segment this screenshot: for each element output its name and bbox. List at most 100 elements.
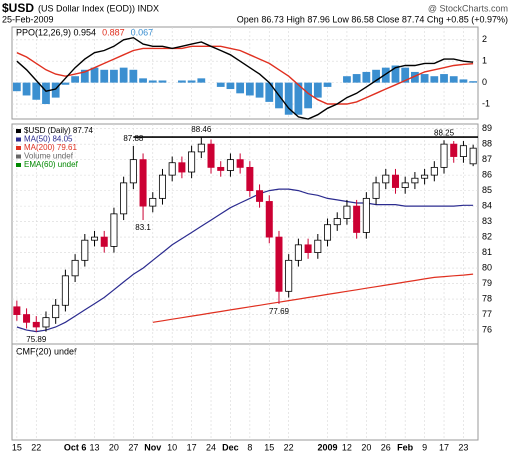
ppo-histogram-bar <box>440 74 448 83</box>
candle-body <box>362 197 370 233</box>
y-tick-label: 2 <box>482 34 487 44</box>
y-tick-label: 85 <box>482 185 492 195</box>
ppo-histogram-bar <box>197 78 206 83</box>
ppo-histogram-bar <box>32 82 41 100</box>
candle-body <box>430 166 438 176</box>
ppo-histogram-bar <box>12 82 21 92</box>
candle-body <box>304 244 312 253</box>
candle-body <box>236 159 244 168</box>
ppo-histogram-bar <box>119 67 128 83</box>
ppo-legend: 0.887 <box>102 27 125 37</box>
ppo-histogram-bar <box>352 74 361 83</box>
candle-body <box>324 224 332 241</box>
ppo-histogram-bar <box>362 71 371 83</box>
candle-body <box>275 236 283 292</box>
ppo-legend: PPO(12,26,9) 0.954 <box>16 27 96 37</box>
y-tick-label: 87 <box>482 154 492 164</box>
y-tick-label: 77 <box>482 309 492 319</box>
ppo-histogram-bar <box>284 82 293 115</box>
legend-label: $USD (Daily) 87.74 <box>24 126 93 135</box>
y-tick-label: 89 <box>482 123 492 133</box>
candle-body <box>314 239 322 253</box>
y-tick-label: 84 <box>482 200 492 210</box>
x-tick-label: 9 <box>422 442 427 452</box>
y-tick-label: -1 <box>482 98 490 108</box>
x-tick-label: 15 <box>12 442 22 452</box>
candle-body <box>100 236 108 247</box>
low-label: 77.69 <box>269 307 290 316</box>
candle-body <box>13 306 21 315</box>
ppo-histogram-bar <box>187 80 196 83</box>
high-label: 88.25 <box>434 128 455 137</box>
y-tick-label: 81 <box>482 247 492 257</box>
candle-body <box>440 143 448 168</box>
source: @ StockCharts.com <box>428 3 508 13</box>
ppo-histogram-bar <box>90 67 99 83</box>
candle-body <box>197 143 205 153</box>
candle-body <box>61 275 69 306</box>
candle-body <box>52 304 60 319</box>
candle-body <box>81 239 89 261</box>
candle-body <box>32 321 40 328</box>
candle-body <box>217 166 225 171</box>
candle-body <box>343 205 351 219</box>
ppo-histogram-bar <box>255 82 264 98</box>
ppo-histogram-bar <box>420 74 429 83</box>
high-label: 87.88 <box>123 134 144 143</box>
ppo-histogram-bar <box>22 82 31 96</box>
ppo-histogram-bar <box>411 71 419 83</box>
candle-body <box>450 143 458 157</box>
ppo-histogram-bar <box>51 82 60 98</box>
candle-body <box>207 143 215 168</box>
x-tick-label: 15 <box>264 442 274 452</box>
ppo-histogram-bar <box>178 80 186 83</box>
ppo-line <box>16 45 474 105</box>
date: 25-Feb-2009 <box>2 14 54 24</box>
low-label: 75.89 <box>26 335 47 344</box>
legend-label: MA(200) 79.61 <box>24 143 77 152</box>
candle-body <box>353 205 361 233</box>
x-tick-label: Feb <box>397 442 414 452</box>
candle-body <box>71 259 79 277</box>
ppo-legend: 0.067 <box>131 27 154 37</box>
candle-body <box>226 159 234 171</box>
candle-body <box>411 177 419 184</box>
ppo-histogram-bar <box>42 82 50 105</box>
high-label: 88.46 <box>191 125 212 134</box>
ppo-histogram-bar <box>459 79 468 83</box>
y-tick-label: 88 <box>482 139 492 149</box>
x-tick-label: 17 <box>439 442 449 452</box>
candle-body <box>401 182 409 188</box>
ppo-histogram-bar <box>245 82 254 96</box>
x-tick-label: 17 <box>187 442 197 452</box>
ppo-histogram-bar <box>158 80 167 83</box>
candle-body <box>149 197 157 207</box>
x-tick-label: Nov <box>144 442 161 452</box>
y-tick-label: 1 <box>482 56 487 66</box>
ppo-histogram-bar <box>129 69 138 83</box>
y-tick-label: 79 <box>482 278 492 288</box>
legend-label: Volume undef <box>24 152 74 161</box>
ppo-histogram-bar <box>343 76 351 83</box>
candle-body <box>178 162 186 173</box>
candle-body <box>158 174 166 199</box>
legend-label: MA(50) 84.05 <box>24 135 73 144</box>
cmf-panel <box>11 343 479 441</box>
candle-body <box>139 159 147 207</box>
candle-body <box>265 201 273 238</box>
y-tick-label: 80 <box>482 262 492 272</box>
ppo-histogram-bar <box>294 82 303 115</box>
x-tick-label: 20 <box>361 442 371 452</box>
ppo-histogram-bar <box>148 80 157 83</box>
candle-body <box>285 259 293 292</box>
x-tick-label: 23 <box>458 442 468 452</box>
x-tick-label: Dec <box>222 442 239 452</box>
y-tick-label: 86 <box>482 170 492 180</box>
cmf-legend: CMF(20) undef <box>16 346 77 356</box>
chart-title: $USD <box>2 1 34 15</box>
x-tick-label: 26 <box>381 442 391 452</box>
candle-body <box>120 182 128 215</box>
legend-swatch <box>16 137 21 142</box>
x-tick-label: 22 <box>284 442 294 452</box>
